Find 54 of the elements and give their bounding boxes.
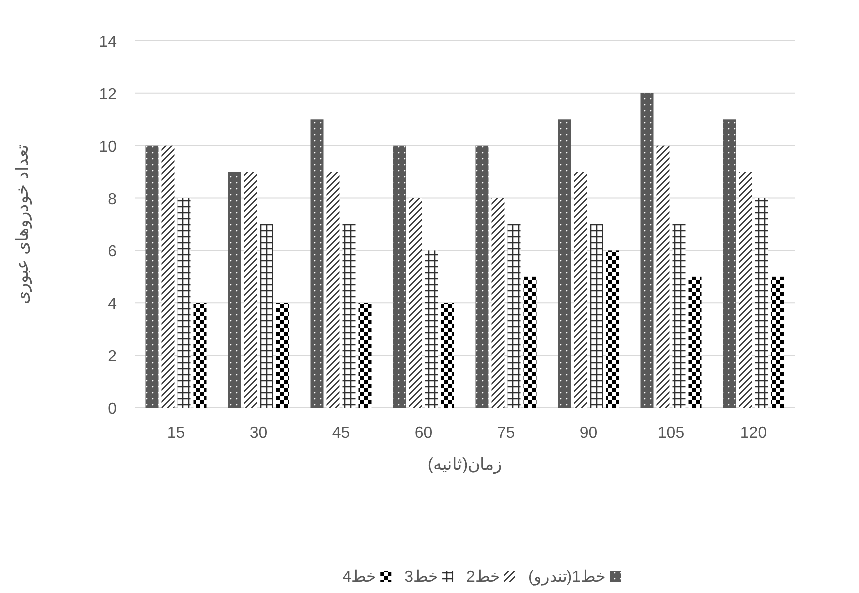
- bar: [606, 250, 620, 408]
- bar: [771, 276, 784, 408]
- bar: [739, 172, 752, 408]
- bar: [194, 303, 207, 408]
- bar: [310, 120, 324, 408]
- bar: [228, 172, 242, 408]
- bar: [508, 224, 521, 408]
- x-tick-label: 45: [332, 425, 350, 442]
- bar: [146, 146, 159, 408]
- bar: [574, 172, 588, 408]
- bar: [656, 146, 670, 408]
- bar: [409, 198, 422, 408]
- bar: [672, 224, 686, 408]
- y-tick-label: 2: [108, 348, 118, 366]
- bar: [492, 198, 505, 408]
- bar: [244, 172, 258, 408]
- x-tick-label: 105: [658, 425, 685, 442]
- bar: [260, 224, 274, 408]
- bar: [590, 224, 604, 408]
- bar: [441, 303, 454, 408]
- x-tick-label: 15: [167, 425, 186, 442]
- legend-label: خط3: [404, 569, 439, 586]
- bar: [755, 198, 768, 408]
- bar: [558, 120, 572, 408]
- bar: [178, 198, 191, 408]
- x-axis-title: زمان(ثانیه): [428, 455, 502, 475]
- bar: [425, 250, 438, 408]
- x-tick-label: 120: [740, 425, 768, 442]
- bar: [162, 146, 175, 408]
- y-tick-label: 0: [108, 401, 118, 418]
- bar: [393, 146, 406, 408]
- bar: [640, 93, 654, 408]
- bar: [723, 120, 736, 408]
- y-tick-label: 10: [99, 138, 118, 156]
- x-tick-label: 90: [580, 425, 598, 442]
- bar: [342, 224, 356, 408]
- bar: [276, 303, 290, 408]
- y-tick-label: 12: [99, 86, 118, 104]
- legend-label: خط1(تندرو): [528, 569, 606, 586]
- y-tick-label: 14: [99, 34, 118, 51]
- x-tick-label: 30: [250, 425, 268, 442]
- y-tick-label: 4: [108, 296, 118, 314]
- y-axis-title: تعداد خودروهای عبوری: [13, 144, 33, 305]
- bar: [326, 172, 340, 408]
- legend-label: خط2: [466, 569, 500, 586]
- y-tick-label: 8: [108, 191, 118, 208]
- y-tick-label: 6: [108, 244, 118, 261]
- bar: [358, 303, 372, 408]
- legend-label: خط4: [342, 569, 377, 586]
- bar: [688, 276, 702, 408]
- x-tick-label: 60: [414, 425, 433, 442]
- bar: [524, 276, 537, 408]
- x-tick-label: 75: [497, 425, 516, 442]
- bar: [476, 146, 489, 408]
